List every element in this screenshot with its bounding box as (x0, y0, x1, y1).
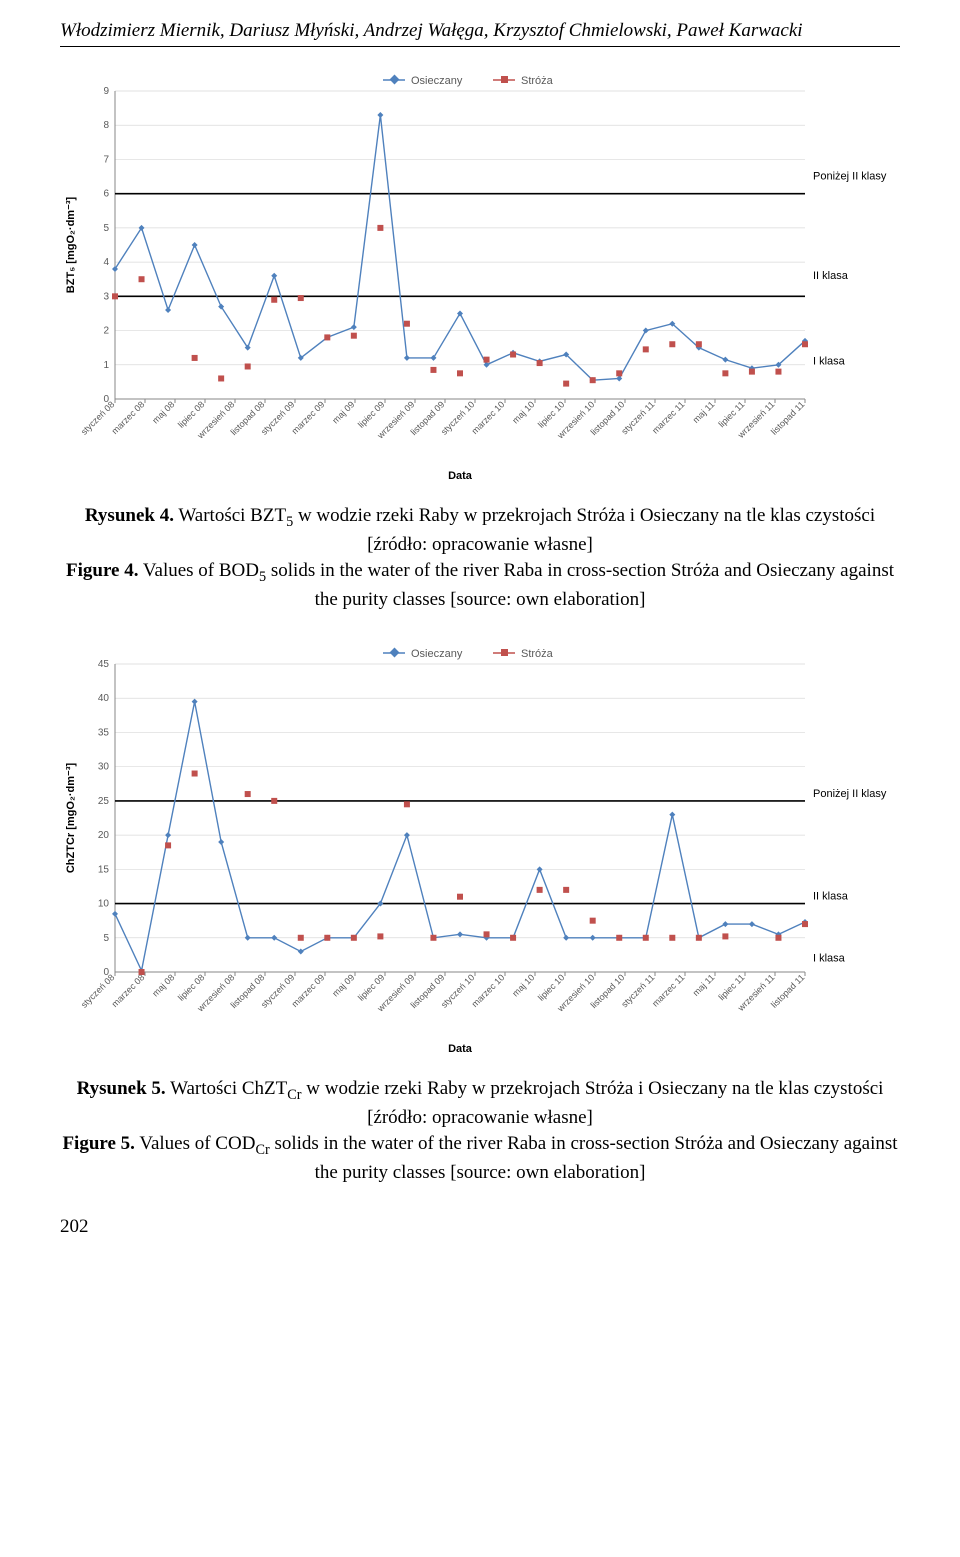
caption-pl-1: Wartości BZT (174, 505, 286, 526)
svg-text:2: 2 (103, 326, 109, 337)
svg-text:BZT₅ [mgO₂·dm⁻³]: BZT₅ [mgO₂·dm⁻³] (65, 196, 77, 293)
svg-text:marzec 10: marzec 10 (470, 399, 507, 436)
caption2-en-2: solids in the water of the river Raba in… (270, 1133, 898, 1183)
svg-text:lipiec 09: lipiec 09 (356, 973, 386, 1003)
svg-text:1: 1 (103, 360, 109, 371)
svg-text:5: 5 (103, 933, 109, 944)
caption2-pl-sub: Cr (287, 1087, 301, 1103)
svg-text:II klasa: II klasa (813, 270, 849, 282)
svg-text:3: 3 (103, 291, 109, 302)
svg-text:marzec 09: marzec 09 (290, 399, 327, 436)
caption-figure-4: Rysunek 4. Wartości BZT5 w wodzie rzeki … (60, 503, 900, 612)
svg-text:lipiec 08: lipiec 08 (176, 399, 206, 429)
svg-text:lipiec 11: lipiec 11 (716, 973, 746, 1003)
svg-text:marzec 11: marzec 11 (650, 973, 686, 1009)
caption-en-1: Values of BOD (138, 560, 259, 581)
svg-text:I klasa: I klasa (813, 953, 846, 965)
svg-text:35: 35 (98, 728, 110, 739)
svg-text:lipiec 10: lipiec 10 (536, 399, 566, 429)
svg-text:maj 11: maj 11 (691, 973, 717, 999)
svg-text:Stróża: Stróża (521, 75, 554, 87)
svg-text:marzec 10: marzec 10 (470, 973, 507, 1010)
svg-text:Osieczany: Osieczany (411, 75, 463, 87)
svg-text:Osieczany: Osieczany (411, 648, 463, 660)
caption2-en-bold: Figure 5. (62, 1133, 134, 1154)
svg-text:marzec 11: marzec 11 (650, 399, 686, 435)
svg-text:Data: Data (448, 470, 473, 482)
svg-text:5: 5 (103, 223, 109, 234)
svg-text:Poniżej II klasy: Poniżej II klasy (813, 171, 887, 183)
caption-figure-5: Rysunek 5. Wartości ChZTCr w wodzie rzek… (60, 1076, 900, 1185)
chart-bzt5: 0123456789I klasaII klasaPoniżej II klas… (60, 65, 900, 485)
page-number: 202 (60, 1216, 900, 1238)
svg-text:II klasa: II klasa (813, 891, 849, 903)
svg-text:8: 8 (103, 120, 109, 131)
svg-text:I klasa: I klasa (813, 355, 846, 367)
caption2-pl-2: w wodzie rzeki Raby w przekrojach Stróża… (302, 1078, 884, 1128)
svg-text:10: 10 (98, 899, 110, 910)
caption-pl-bold: Rysunek 4. (85, 505, 174, 526)
svg-text:9: 9 (103, 86, 109, 97)
svg-text:Data: Data (448, 1043, 473, 1055)
svg-text:maj 08: maj 08 (150, 973, 176, 999)
svg-text:lipiec 08: lipiec 08 (176, 973, 206, 1003)
svg-text:marzec 08: marzec 08 (110, 399, 147, 436)
svg-text:Poniżej II klasy: Poniżej II klasy (813, 788, 887, 800)
svg-text:40: 40 (98, 694, 110, 705)
caption2-pl-bold: Rysunek 5. (77, 1078, 166, 1099)
svg-text:25: 25 (98, 796, 110, 807)
svg-text:styczeń 11: styczeń 11 (619, 399, 656, 436)
svg-text:maj 10: maj 10 (510, 399, 536, 425)
svg-text:7: 7 (103, 154, 109, 165)
svg-text:maj 08: maj 08 (150, 399, 176, 425)
svg-text:styczeń 11: styczeń 11 (619, 973, 656, 1010)
header-authors: Włodzimierz Miernik, Dariusz Młyński, An… (60, 20, 900, 47)
svg-text:lipiec 09: lipiec 09 (356, 399, 386, 429)
caption2-en-sub: Cr (255, 1142, 269, 1158)
svg-text:ChZTCr [mgO₂·dm⁻³]: ChZTCr [mgO₂·dm⁻³] (65, 763, 77, 874)
svg-text:20: 20 (98, 830, 110, 841)
svg-text:marzec 08: marzec 08 (110, 973, 147, 1010)
caption-en-bold: Figure 4. (66, 560, 138, 581)
svg-text:maj 11: maj 11 (691, 399, 717, 425)
caption2-en-1: Values of COD (135, 1133, 256, 1154)
svg-text:6: 6 (103, 189, 109, 200)
svg-text:lipiec 11: lipiec 11 (716, 399, 746, 429)
caption-pl-2: w wodzie rzeki Raby w przekrojach Stróża… (293, 505, 875, 555)
svg-text:45: 45 (98, 659, 110, 670)
chart-chztcr: 051015202530354045I klasaII klasaPoniżej… (60, 638, 900, 1058)
svg-text:Stróża: Stróża (521, 648, 554, 660)
svg-text:15: 15 (98, 865, 110, 876)
svg-text:maj 10: maj 10 (510, 973, 536, 999)
svg-text:marzec 09: marzec 09 (290, 973, 327, 1010)
caption2-pl-1: Wartości ChZT (166, 1078, 288, 1099)
svg-text:lipiec 10: lipiec 10 (536, 973, 566, 1003)
svg-text:maj 09: maj 09 (330, 973, 356, 999)
svg-text:4: 4 (103, 257, 109, 268)
caption-en-2: solids in the water of the river Raba in… (266, 560, 894, 610)
svg-text:30: 30 (98, 762, 110, 773)
svg-text:maj 09: maj 09 (330, 399, 356, 425)
